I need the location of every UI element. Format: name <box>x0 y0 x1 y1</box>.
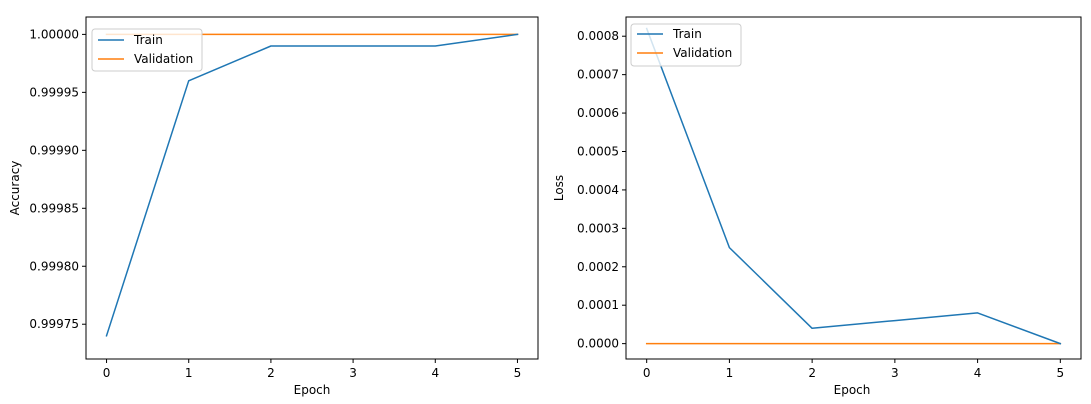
x-tick-label: 1 <box>185 366 193 380</box>
tick-group: 0 1 2 3 4 5 0.0000 0.0001 0.0002 0.0003 0.0004 0.00… <box>577 29 1064 380</box>
legend: Train Validation <box>91 28 203 72</box>
series-line-train <box>105 33 519 337</box>
accuracy-chart: 0 1 2 3 4 5 0.99975 0.99980 0.99985 0.99990 0.9999… <box>8 16 539 397</box>
y-tick-label: 0.0000 <box>577 337 619 351</box>
y-tick-label: 0.0005 <box>577 144 619 158</box>
y-tick-label: 0.99990 <box>29 143 79 157</box>
legend-label-train: Train <box>133 33 163 47</box>
x-tick-label: 1 <box>726 366 734 380</box>
x-axis-label: Epoch <box>294 383 331 397</box>
y-tick-label: 0.99985 <box>29 201 79 215</box>
legend-label-train: Train <box>672 27 702 41</box>
y-tick-label: 0.0006 <box>577 106 619 120</box>
x-tick-label: 3 <box>891 366 899 380</box>
y-tick-label: 0.0001 <box>577 298 619 312</box>
legend: Train Validation <box>630 23 742 67</box>
y-tick-label: 1.00000 <box>29 27 79 41</box>
plot-area <box>85 16 539 360</box>
legend-label-validation: Validation <box>673 46 732 60</box>
y-tick-label: 0.99995 <box>29 85 79 99</box>
x-tick-label: 2 <box>808 366 816 380</box>
y-tick-label: 0.0002 <box>577 260 619 274</box>
x-tick-label: 5 <box>514 366 522 380</box>
y-axis-label: Loss <box>552 175 566 201</box>
series-line-train <box>645 27 1062 345</box>
y-axis-label: Accuracy <box>8 161 22 216</box>
loss-chart: 0 1 2 3 4 5 0.0000 0.0001 0.0002 0.0003 0.0004 0.00… <box>552 16 1082 397</box>
x-tick-label: 3 <box>349 366 357 380</box>
y-tick-label: 0.99975 <box>29 317 79 331</box>
y-tick-label: 0.99980 <box>29 259 79 273</box>
tick-group: 0 1 2 3 4 5 0.99975 0.99980 0.99985 0.99990 0.9999… <box>29 27 521 380</box>
legend-label-validation: Validation <box>134 52 193 66</box>
x-tick-label: 0 <box>643 366 651 380</box>
x-tick-label: 2 <box>267 366 275 380</box>
x-tick-label: 5 <box>1056 366 1064 380</box>
series-group <box>645 27 1062 345</box>
x-axis-label: Epoch <box>834 383 871 397</box>
y-tick-label: 0.0003 <box>577 221 619 235</box>
y-tick-label: 0.0004 <box>577 183 619 197</box>
x-tick-label: 4 <box>431 366 439 380</box>
y-tick-label: 0.0007 <box>577 68 619 82</box>
plot-area <box>625 16 1082 360</box>
x-tick-label: 0 <box>103 366 111 380</box>
x-tick-label: 4 <box>974 366 982 380</box>
y-tick-label: 0.0008 <box>577 29 619 43</box>
